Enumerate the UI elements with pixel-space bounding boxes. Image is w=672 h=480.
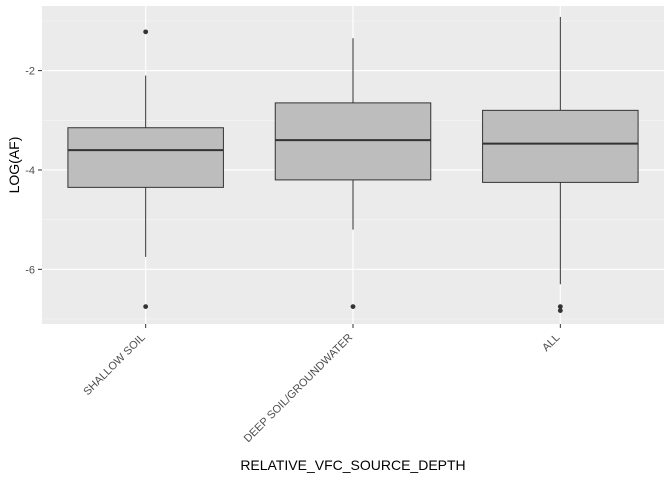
y-axis-title: LOG(AF) — [6, 137, 22, 194]
x-tick-label: ALL — [540, 332, 562, 354]
box-iqr — [482, 109, 639, 183]
x-tick-label: DEEP SOIL/GROUNDWATER — [242, 332, 355, 445]
box-iqr — [67, 127, 224, 188]
y-tick-label: -4 — [25, 165, 35, 177]
box-1 — [274, 38, 432, 310]
outlier-point — [143, 29, 149, 35]
outlier-point — [557, 304, 563, 310]
box-0 — [67, 29, 224, 310]
outlier-point — [350, 304, 356, 310]
x-tick-label: SHALLOW SOIL — [81, 332, 147, 398]
outlier-point — [557, 308, 563, 313]
y-tick-label: -6 — [25, 264, 35, 276]
x-axis-title: RELATIVE_VFC_SOURCE_DEPTH — [240, 457, 465, 473]
x-axis: SHALLOW SOIL DEEP SOIL/GROUNDWATER ALL — [81, 324, 562, 445]
box-iqr — [274, 102, 432, 181]
boxes — [67, 16, 639, 313]
y-axis: -6 -4 -2 — [25, 66, 42, 276]
outlier-point — [143, 304, 149, 310]
box-2 — [482, 16, 639, 313]
y-tick-label: -2 — [25, 66, 35, 78]
